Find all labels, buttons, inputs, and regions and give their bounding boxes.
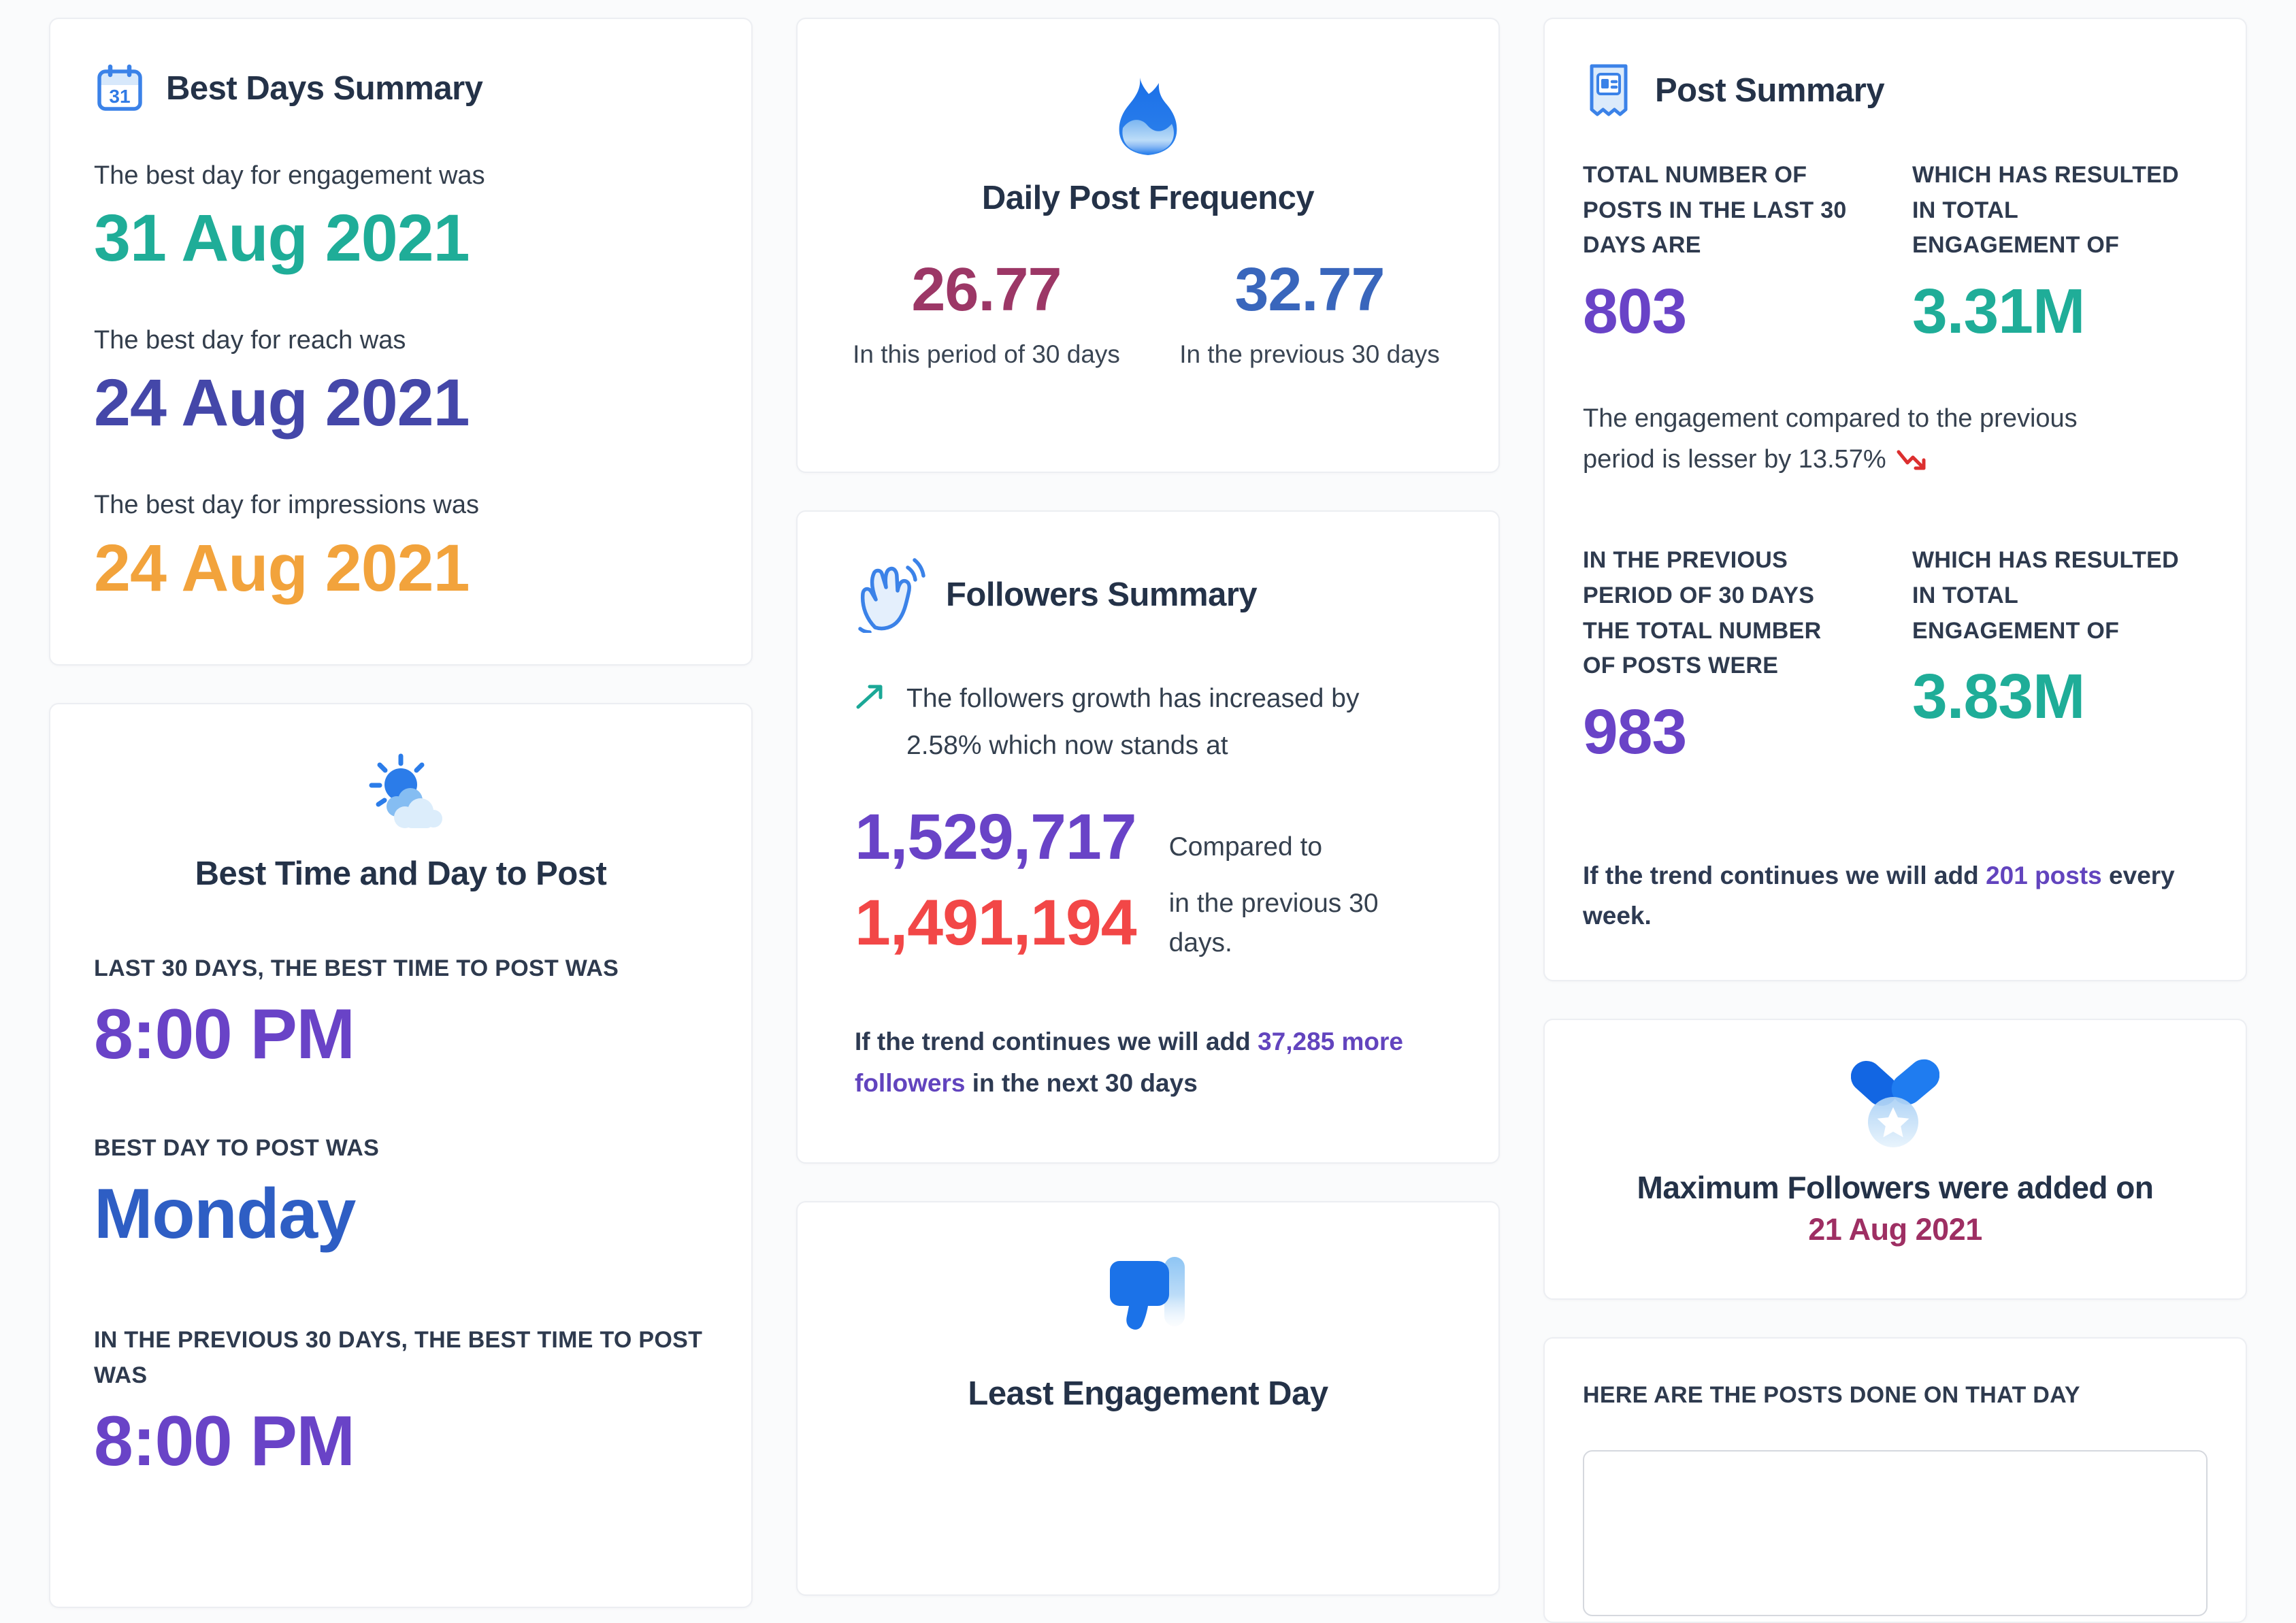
best-day-reach: The best day for reach was 24 Aug 2021	[94, 324, 708, 440]
frequency-values: 26.77 In this period of 30 days 32.77 In…	[825, 257, 1471, 373]
followers-previous-value: 1,491,194	[855, 887, 1137, 960]
followers-previous-row: 1,491,194 in the previous 30 days.	[855, 884, 1441, 964]
card-daily-post-frequency: Daily Post Frequency 26.77 In this perio…	[796, 18, 1500, 473]
previous-posts-value: 983	[1583, 695, 1687, 767]
previous-engagement-stat: WHICH HAS RESULTED IN TOTAL ENGAGEMENT O…	[1912, 543, 2187, 765]
followers-badge-icon	[1851, 1049, 1939, 1151]
followers-previous-label: in the previous 30 days.	[1168, 888, 1379, 958]
best-day-impressions-label: The best day for impressions was	[94, 491, 480, 520]
best-day-reach-value: 24 Aug 2021	[94, 365, 470, 440]
frequency-previous-caption: In the previous 30 days	[1179, 340, 1440, 369]
total-posts-stat: TOTAL NUMBER OF POSTS IN THE LAST 30 DAY…	[1583, 158, 1858, 345]
engagement-note-text: The engagement compared to the previous …	[1583, 404, 2078, 474]
trend-up-icon	[855, 683, 885, 710]
frequency-current-caption: In this period of 30 days	[853, 340, 1120, 369]
best-time-previous30-label: IN THE PREVIOUS 30 DAYS, THE BEST TIME T…	[94, 1327, 703, 1388]
followers-trend-suffix: in the next 30 days	[965, 1068, 1198, 1097]
engagement-comparison-note: The engagement compared to the previous …	[1583, 398, 2148, 481]
post-stats-current: TOTAL NUMBER OF POSTS IN THE LAST 30 DAY…	[1583, 158, 2208, 345]
posts-trend-link[interactable]: 201 posts	[1986, 861, 2102, 889]
total-posts-value: 803	[1583, 276, 1687, 347]
best-time-last30-value: 8:00 PM	[94, 995, 355, 1075]
card-title: Best Days Summary	[166, 69, 483, 107]
card-posts-that-day: HERE ARE THE POSTS DONE ON THAT DAY	[1543, 1337, 2247, 1623]
card-best-days-summary: 31 Best Days Summary The best day for en…	[49, 18, 753, 666]
best-days-header: 31 Best Days Summary	[94, 63, 708, 114]
best-day-engagement-value: 31 Aug 2021	[94, 201, 470, 276]
followers-trend-note: If the trend continues we will add 37,28…	[855, 1021, 1441, 1104]
best-day-engagement-label: The best day for engagement was	[94, 161, 485, 190]
followers-current-value: 1,529,717	[855, 800, 1137, 873]
followers-growth-text: The followers growth has increased by 2.…	[906, 684, 1360, 761]
frequency-previous-value: 32.77	[1234, 256, 1385, 325]
frequency-previous: 32.77 In the previous 30 days	[1148, 257, 1471, 373]
calendar-icon: 31	[94, 63, 146, 114]
previous-engagement-value: 3.83M	[1912, 661, 2085, 732]
compared-to-label: Compared to	[1168, 832, 1323, 862]
best-day-impressions: The best day for impressions was 24 Aug …	[94, 489, 708, 604]
receipt-icon	[1583, 63, 1635, 118]
best-time-last30-label: LAST 30 DAYS, THE BEST TIME TO POST WAS	[94, 955, 619, 982]
card-followers-summary: Followers Summary The followers growth h…	[796, 510, 1500, 1164]
posts-that-day-label: HERE ARE THE POSTS DONE ON THAT DAY	[1583, 1382, 2080, 1408]
followers-trend-link[interactable]: 37,285 more followers	[855, 1027, 1403, 1097]
followers-header: Followers Summary	[855, 557, 1441, 633]
best-day-to-post-label: BEST DAY TO POST WAS	[94, 1135, 380, 1162]
followers-growth-row: The followers growth has increased by 2.…	[855, 675, 1441, 770]
card-least-engagement-day: Least Engagement Day	[796, 1201, 1500, 1596]
frequency-current: 26.77 In this period of 30 days	[825, 257, 1148, 373]
posts-trend-suffix: every week.	[1583, 861, 2175, 930]
svg-text:31: 31	[109, 86, 130, 107]
best-time-previous30: IN THE PREVIOUS 30 DAYS, THE BEST TIME T…	[94, 1323, 708, 1479]
followers-current-row: 1,529,717 Compared to	[855, 800, 1441, 873]
card-best-time-day: Best Time and Day to Post LAST 30 DAYS, …	[49, 703, 753, 1608]
previous-posts-label: IN THE PREVIOUS PERIOD OF 30 DAYS THE TO…	[1583, 547, 1822, 679]
column-right: Post Summary TOTAL NUMBER OF POSTS IN TH…	[1543, 18, 2247, 1623]
total-engagement-label: WHICH HAS RESULTED IN TOTAL ENGAGEMENT O…	[1912, 162, 2179, 259]
best-time-previous30-value: 8:00 PM	[94, 1401, 355, 1481]
column-left: 31 Best Days Summary The best day for en…	[49, 18, 753, 1608]
sun-cloud-icon	[353, 752, 448, 834]
post-summary-header: Post Summary	[1583, 63, 2208, 118]
previous-engagement-label: WHICH HAS RESULTED IN TOTAL ENGAGEMENT O…	[1912, 547, 2179, 644]
flame-icon	[1117, 76, 1179, 157]
thumbs-down-icon	[1096, 1242, 1200, 1344]
card-title: Daily Post Frequency	[981, 180, 1315, 216]
total-engagement-value: 3.31M	[1912, 276, 2085, 347]
best-day-to-post: BEST DAY TO POST WAS Monday	[94, 1131, 708, 1252]
post-stats-previous: IN THE PREVIOUS PERIOD OF 30 DAYS THE TO…	[1583, 543, 2208, 765]
frequency-current-value: 26.77	[911, 256, 1062, 325]
posts-trend-note: If the trend continues we will add 201 p…	[1583, 855, 2195, 936]
best-day-to-post-value: Monday	[94, 1175, 356, 1253]
card-title: Post Summary	[1655, 71, 1885, 109]
best-day-reach-label: The best day for reach was	[94, 326, 406, 355]
waving-hand-icon	[855, 557, 925, 633]
card-title: Least Engagement Day	[968, 1375, 1328, 1412]
posts-trend-prefix: If the trend continues we will add	[1583, 861, 1986, 889]
previous-posts-stat: IN THE PREVIOUS PERIOD OF 30 DAYS THE TO…	[1583, 543, 1858, 765]
best-time-last30: LAST 30 DAYS, THE BEST TIME TO POST WAS …	[94, 951, 708, 1072]
total-posts-label: TOTAL NUMBER OF POSTS IN THE LAST 30 DAY…	[1583, 162, 1847, 259]
card-title: Best Time and Day to Post	[195, 855, 607, 892]
max-followers-date: 21 Aug 2021	[1808, 1212, 1982, 1247]
column-middle: Daily Post Frequency 26.77 In this perio…	[796, 18, 1500, 1596]
post-preview-box[interactable]	[1583, 1449, 2208, 1616]
card-post-summary: Post Summary TOTAL NUMBER OF POSTS IN TH…	[1543, 18, 2247, 981]
total-engagement-stat: WHICH HAS RESULTED IN TOTAL ENGAGEMENT O…	[1912, 158, 2187, 345]
card-title: Followers Summary	[946, 576, 1258, 613]
max-followers-title: Maximum Followers were added on	[1637, 1170, 2154, 1205]
best-day-impressions-value: 24 Aug 2021	[94, 530, 470, 605]
card-max-followers: Maximum Followers were added on 21 Aug 2…	[1543, 1019, 2247, 1300]
trend-down-icon	[1896, 447, 1929, 473]
best-day-engagement: The best day for engagement was 31 Aug 2…	[94, 159, 708, 275]
followers-trend-prefix: If the trend continues we will add	[855, 1027, 1258, 1055]
